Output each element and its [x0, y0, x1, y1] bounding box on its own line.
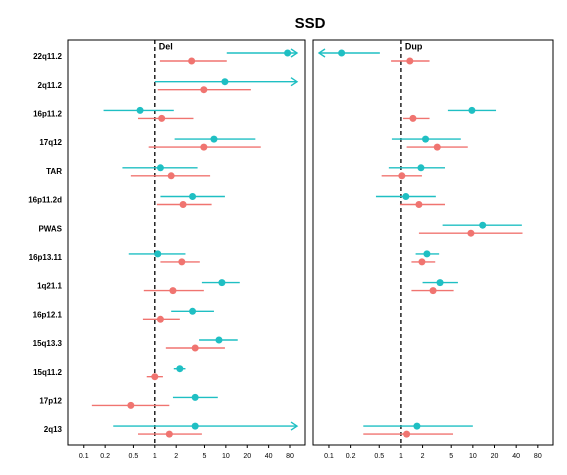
point: [406, 57, 414, 65]
x-tick-label: 10: [469, 453, 477, 460]
arrow-head: [290, 421, 299, 431]
point: [136, 106, 144, 114]
panel-label: Dup: [405, 41, 423, 51]
point: [158, 114, 166, 122]
x-tick-label: 0.1: [324, 453, 334, 460]
point: [191, 344, 199, 352]
category-label: 16p11.2: [33, 110, 62, 119]
x-tick-label: 80: [534, 453, 542, 460]
category-label: 16p11.2d: [28, 196, 62, 205]
point: [417, 164, 425, 172]
x-tick-label: 0.2: [346, 453, 356, 460]
category-label: TAR: [46, 167, 62, 176]
point: [200, 86, 208, 94]
point: [284, 49, 292, 57]
category-label: PWAS: [38, 224, 62, 233]
category-label: 2q11.2: [38, 81, 63, 90]
point: [479, 221, 487, 229]
point: [151, 373, 159, 381]
arrow-head: [317, 48, 326, 58]
panel-frame: [312, 39, 554, 446]
point: [429, 287, 437, 295]
point: [176, 365, 184, 373]
point: [467, 229, 475, 237]
x-tick-label: 1: [399, 453, 403, 460]
point: [423, 250, 431, 258]
x-tick-label: 0.5: [374, 453, 384, 460]
x-tick-label: 80: [286, 453, 294, 460]
x-tick-label: 5: [203, 453, 207, 460]
point: [189, 193, 197, 200]
point: [398, 172, 406, 180]
panel-frame: [67, 39, 306, 446]
x-tick-label: 2: [174, 453, 178, 460]
point: [210, 135, 218, 143]
x-tick-label: 5: [449, 453, 453, 460]
x-tick-label: 20: [491, 453, 499, 460]
point: [221, 78, 229, 86]
chart-title: SSD: [295, 15, 326, 32]
category-label: 2q13: [44, 425, 63, 434]
point: [156, 164, 164, 172]
point: [154, 250, 162, 258]
point: [156, 315, 164, 323]
point: [191, 422, 199, 430]
point: [127, 401, 135, 409]
category-label: 1q21.1: [37, 282, 62, 291]
category-label: 16p13.11: [29, 253, 63, 262]
x-tick-label: 40: [265, 453, 273, 460]
arrow-head: [290, 48, 299, 58]
point: [188, 57, 196, 65]
point: [468, 106, 476, 114]
point: [215, 336, 223, 344]
point: [189, 307, 197, 315]
x-tick-label: 40: [512, 453, 520, 460]
category-label: 22q11.2: [33, 52, 62, 61]
panel-label: Del: [159, 41, 173, 51]
point: [179, 201, 187, 208]
x-tick-label: 10: [222, 453, 230, 460]
point: [178, 258, 186, 266]
point: [167, 172, 175, 180]
point: [169, 287, 177, 295]
point: [422, 135, 430, 143]
x-tick-label: 2: [421, 453, 425, 460]
point: [436, 279, 444, 287]
category-label: 16p12.1: [33, 310, 63, 319]
category-label: 15q11.2: [33, 368, 62, 377]
point: [413, 422, 421, 430]
point: [433, 143, 441, 151]
point: [418, 258, 426, 266]
x-tick-label: 20: [243, 453, 251, 460]
category-label: 17q12: [39, 138, 62, 147]
point: [403, 430, 411, 438]
x-tick-label: 0.5: [129, 453, 139, 460]
point: [200, 143, 208, 151]
point: [415, 201, 423, 208]
point: [218, 279, 226, 287]
point: [165, 430, 173, 438]
arrow-head: [290, 77, 299, 87]
category-label: 15q13.3: [33, 339, 63, 348]
category-label: 17p12: [39, 397, 62, 406]
x-tick-label: 0.2: [100, 453, 110, 460]
point: [402, 193, 410, 200]
point: [338, 49, 346, 57]
x-tick-label: 1: [153, 453, 157, 460]
x-tick-label: 0.1: [79, 453, 89, 460]
point: [409, 114, 417, 122]
point: [191, 393, 199, 401]
